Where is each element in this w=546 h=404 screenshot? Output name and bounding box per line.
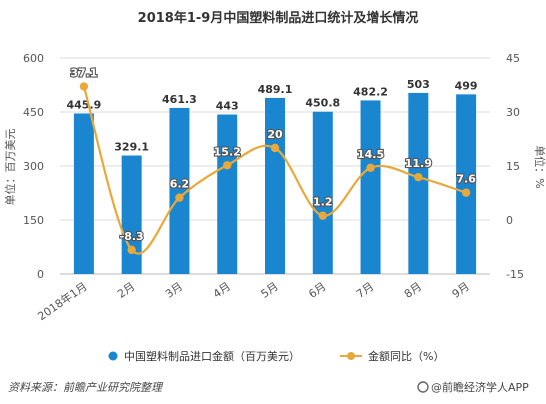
bar [217,114,238,275]
right-tick-label: 15 [506,160,520,173]
line-value-label: 14.5 [357,148,384,161]
brand-text: @前瞻经济学人APP [431,380,529,394]
bar-value-label: 443 [216,100,239,113]
line-value-label: 20 [267,128,283,141]
bar [312,111,333,274]
line-value-label: 1.2 [313,196,333,209]
x-tick-label: 8月 [402,280,424,301]
line-value-label: 7.6 [456,173,476,186]
left-tick-label: 0 [37,268,44,281]
x-tick-label: 7月 [354,280,376,301]
line-point [270,143,280,153]
x-tick-label: 6月 [306,280,328,301]
bar-value-label: 489.1 [258,83,293,96]
bar [169,107,190,274]
line-value-label: 11.9 [405,157,432,170]
line-point [127,245,136,255]
legend: 中国塑料制品进口金额（百万美元） 金额同比（%） [108,349,444,363]
bar-value-label: 445.9 [66,98,101,111]
bar [408,92,429,274]
left-tick-label: 450 [23,106,44,119]
legend-line-marker-dot [347,352,355,360]
line-point [318,211,327,220]
right-axis-title: 单位：% [533,145,546,188]
bar-series [73,92,477,275]
x-tick-label: 9月 [450,280,472,301]
footer-brand: @前瞻经济学人APP [417,380,529,394]
bar-value-label: 482.2 [353,85,388,98]
chart-title: 2018年1-9月中国塑料制品进口统计及增长情况 [138,10,419,26]
right-tick-label: 45 [506,52,520,65]
bar [456,94,477,274]
line-point [461,188,471,197]
bar [121,155,142,274]
x-tick-label: 2月 [115,280,137,301]
bar-value-label: 450.8 [305,97,340,110]
bar-value-label: 461.3 [162,93,197,106]
left-tick-label: 300 [23,160,44,173]
line-value-label: 15.2 [214,145,241,158]
bar-value-label: 329.1 [114,141,149,154]
line-point [366,163,375,172]
x-tick-label: 4月 [211,280,233,301]
x-tick-label: 2018年1月 [35,279,90,323]
legend-bar-label: 中国塑料制品进口金额（百万美元） [124,349,300,363]
line-value-labels: 37.1 -8.3 6.2 15.2 20 1.2 14.5 11.9 7.6 [69,65,477,244]
brand-logo-icon [417,381,429,393]
line-value-label: 6.2 [170,178,190,191]
x-axis-ticks: 2018年1月 2月 3月 4月 5月 6月 7月 8月 9月 [35,279,472,323]
right-tick-label: 30 [506,106,520,119]
line-point [414,172,423,182]
bar [73,113,94,274]
x-tick-label: 5月 [259,280,281,301]
left-axis-title: 单位：百万美元 [3,129,17,206]
right-tick-label: 0 [506,214,513,227]
x-tick-label: 3月 [163,280,185,301]
line-value-label: -8.3 [120,230,144,243]
right-tick-label: -15 [506,268,524,281]
bar [265,97,285,274]
line-point [175,193,184,202]
bar-value-label: 499 [455,79,478,92]
right-axis-ticks: -15 0 15 30 45 [506,52,524,281]
left-axis-ticks: 0 150 300 450 600 [23,52,44,281]
line-point [223,161,232,170]
bar [360,100,381,275]
left-tick-label: 600 [23,52,44,65]
line-point [79,82,89,91]
legend-bar-marker [108,351,118,361]
legend-line-label: 金额同比（%） [368,349,444,363]
line-series [79,82,471,255]
bar-value-label: 503 [407,78,430,91]
line-value-label: 37.1 [70,66,97,79]
bar-value-labels: 445.9 329.1 461.3 443 489.1 450.8 482.2 503 499 [66,78,477,154]
source-note: 资料来源：前瞻产业研究院整理 [8,381,164,394]
left-tick-label: 150 [23,214,44,227]
